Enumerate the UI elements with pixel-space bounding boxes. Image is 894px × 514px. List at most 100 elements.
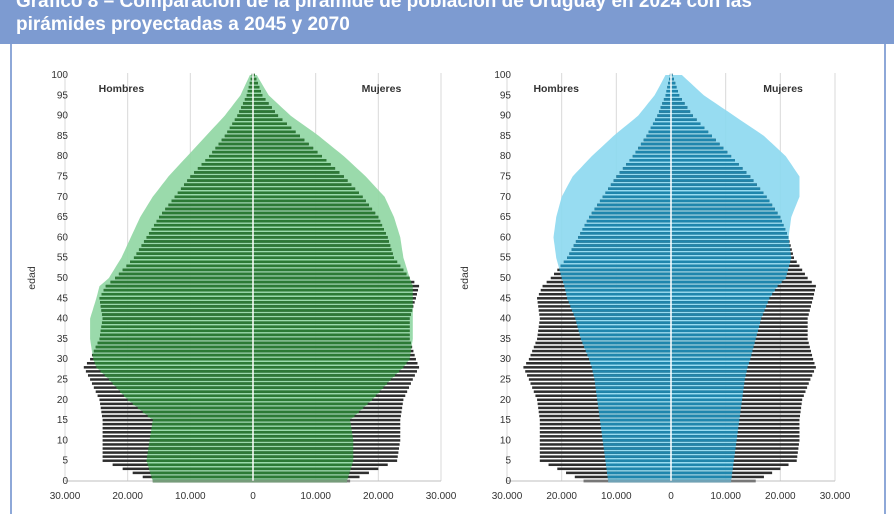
overlap-women-age-29 bbox=[671, 362, 749, 365]
overlap-women-age-97 bbox=[671, 85, 677, 89]
overlap-women-age-35 bbox=[671, 337, 756, 341]
x-tick-label: 30.000 bbox=[50, 491, 81, 502]
overlap-women-age-62 bbox=[253, 228, 384, 231]
overlap-women-age-61 bbox=[253, 232, 386, 235]
overlap-men-age-83 bbox=[640, 142, 671, 146]
overlap-men-age-42 bbox=[572, 309, 671, 312]
y-tick-label: 95 bbox=[57, 90, 69, 101]
overlap-women-age-7 bbox=[671, 451, 735, 454]
figure-title-line-1: Gráfico 8 – Comparación de la pirámide d… bbox=[16, 0, 752, 12]
x-tick-label: 10.000 bbox=[300, 491, 331, 502]
overlap-women-age-57 bbox=[671, 248, 791, 251]
overlap-men-age-32 bbox=[93, 349, 254, 353]
overlap-women-age-28 bbox=[671, 366, 748, 369]
overlap-women-age-7 bbox=[253, 451, 354, 454]
overlap-women-age-23 bbox=[671, 386, 744, 389]
chart-2070: 0 5 10 15 20 25 30 35 40 45 50 55 60 65 70 75 80 85 90 95 10… bbox=[459, 70, 851, 502]
overlap-men-age-8 bbox=[603, 447, 671, 450]
overlap-men-age-44 bbox=[568, 301, 671, 304]
overlap-men-age-17 bbox=[142, 410, 253, 414]
overlap-women-age-54 bbox=[253, 260, 398, 264]
overlap-women-age-94 bbox=[671, 98, 682, 101]
overlap-men-age-62 bbox=[582, 228, 671, 231]
overlap-women-age-71 bbox=[253, 191, 359, 194]
y-tick-label: 95 bbox=[500, 90, 512, 101]
overlap-women-age-66 bbox=[253, 211, 376, 215]
overlap-women-age-39 bbox=[253, 321, 410, 324]
y-tick-label: 15 bbox=[57, 415, 69, 426]
overlap-women-age-13 bbox=[671, 426, 739, 430]
overlap-men-age-98 bbox=[668, 81, 671, 85]
overlap-women-age-8 bbox=[671, 447, 736, 450]
overlap-women-age-83 bbox=[253, 142, 309, 146]
overlap-men-age-88 bbox=[652, 122, 671, 125]
overlap-women-age-92 bbox=[671, 106, 688, 109]
overlap-women-age-35 bbox=[253, 337, 410, 341]
overlap-men-age-22 bbox=[596, 390, 671, 393]
overlap-men-age-90 bbox=[237, 114, 253, 117]
overlap-men-age-69 bbox=[171, 199, 253, 203]
y-tick-label: 100 bbox=[494, 70, 511, 81]
overlap-women-age-43 bbox=[253, 305, 413, 308]
overlap-women-age-14 bbox=[671, 422, 739, 426]
overlap-men-age-53 bbox=[126, 264, 253, 268]
overlap-men-age-94 bbox=[244, 98, 253, 101]
overlap-men-age-92 bbox=[660, 106, 671, 109]
overlap-women-age-80 bbox=[671, 154, 732, 158]
overlap-men-age-65 bbox=[589, 215, 671, 219]
overlap-men-age-34 bbox=[582, 341, 671, 345]
overlap-men-age-66 bbox=[162, 211, 253, 215]
overlap-men-age-49 bbox=[563, 280, 671, 284]
overlap-women-age-11 bbox=[253, 435, 353, 438]
overlap-men-age-58 bbox=[141, 244, 253, 247]
overlap-men-age-55 bbox=[133, 256, 253, 259]
y-tick-label: 85 bbox=[57, 131, 69, 142]
chart-2045: 0 5 10 15 20 25 30 35 40 45 50 55 60 65 70 75 80 85 90 95 10… bbox=[26, 70, 457, 502]
overlap-women-age-82 bbox=[671, 146, 724, 150]
y-tick-label: 50 bbox=[57, 273, 69, 284]
overlap-men-age-43 bbox=[100, 305, 253, 308]
overlap-women-age-55 bbox=[253, 256, 394, 259]
overlap-women-age-21 bbox=[253, 394, 376, 397]
overlap-women-age-1 bbox=[253, 475, 349, 479]
overlap-men-age-63 bbox=[584, 223, 671, 227]
overlap-women-age-22 bbox=[671, 390, 744, 393]
overlap-men-age-10 bbox=[602, 439, 671, 442]
overlap-women-age-16 bbox=[253, 414, 355, 418]
overlap-men-age-41 bbox=[101, 313, 254, 316]
overlap-women-age-84 bbox=[253, 138, 305, 142]
overlap-men-age-4 bbox=[147, 463, 253, 467]
overlap-men-age-21 bbox=[596, 394, 671, 397]
overlap-women-age-25 bbox=[253, 378, 391, 381]
y-tick-label: 15 bbox=[500, 415, 512, 426]
y-tick-label: 10 bbox=[500, 435, 512, 446]
overlap-women-age-19 bbox=[671, 402, 742, 406]
overlap-women-age-73 bbox=[253, 183, 352, 186]
overlap-men-age-54 bbox=[563, 260, 671, 264]
overlap-men-age-54 bbox=[130, 260, 253, 264]
overlap-women-age-60 bbox=[253, 236, 388, 239]
overlap-women-age-94 bbox=[253, 98, 266, 101]
x-tick-label: 20.000 bbox=[546, 491, 577, 502]
overlap-women-age-55 bbox=[671, 256, 792, 259]
overlap-men-age-69 bbox=[599, 199, 671, 203]
x-tick-label: 0 bbox=[250, 491, 256, 502]
overlap-men-age-78 bbox=[626, 163, 671, 166]
label-mujeres: Mujeres bbox=[763, 83, 803, 95]
overlap-men-age-49 bbox=[110, 280, 253, 284]
overlap-men-age-78 bbox=[201, 163, 253, 166]
overlap-women-age-63 bbox=[253, 223, 383, 227]
overlap-women-age-96 bbox=[671, 89, 678, 93]
overlap-men-age-11 bbox=[602, 435, 671, 438]
overlap-men-age-82 bbox=[215, 146, 253, 150]
overlap-men-age-41 bbox=[573, 313, 671, 316]
overlap-women-age-73 bbox=[671, 183, 757, 186]
overlap-women-age-91 bbox=[671, 110, 691, 113]
overlap-women-age-64 bbox=[671, 219, 782, 223]
overlap-men-age-38 bbox=[101, 325, 253, 328]
overlap-men-age-57 bbox=[571, 248, 671, 251]
overlap-women-age-15 bbox=[253, 418, 351, 422]
overlap-men-age-96 bbox=[247, 89, 253, 93]
overlap-women-age-65 bbox=[253, 215, 379, 219]
overlap-women-age-48 bbox=[671, 284, 778, 288]
